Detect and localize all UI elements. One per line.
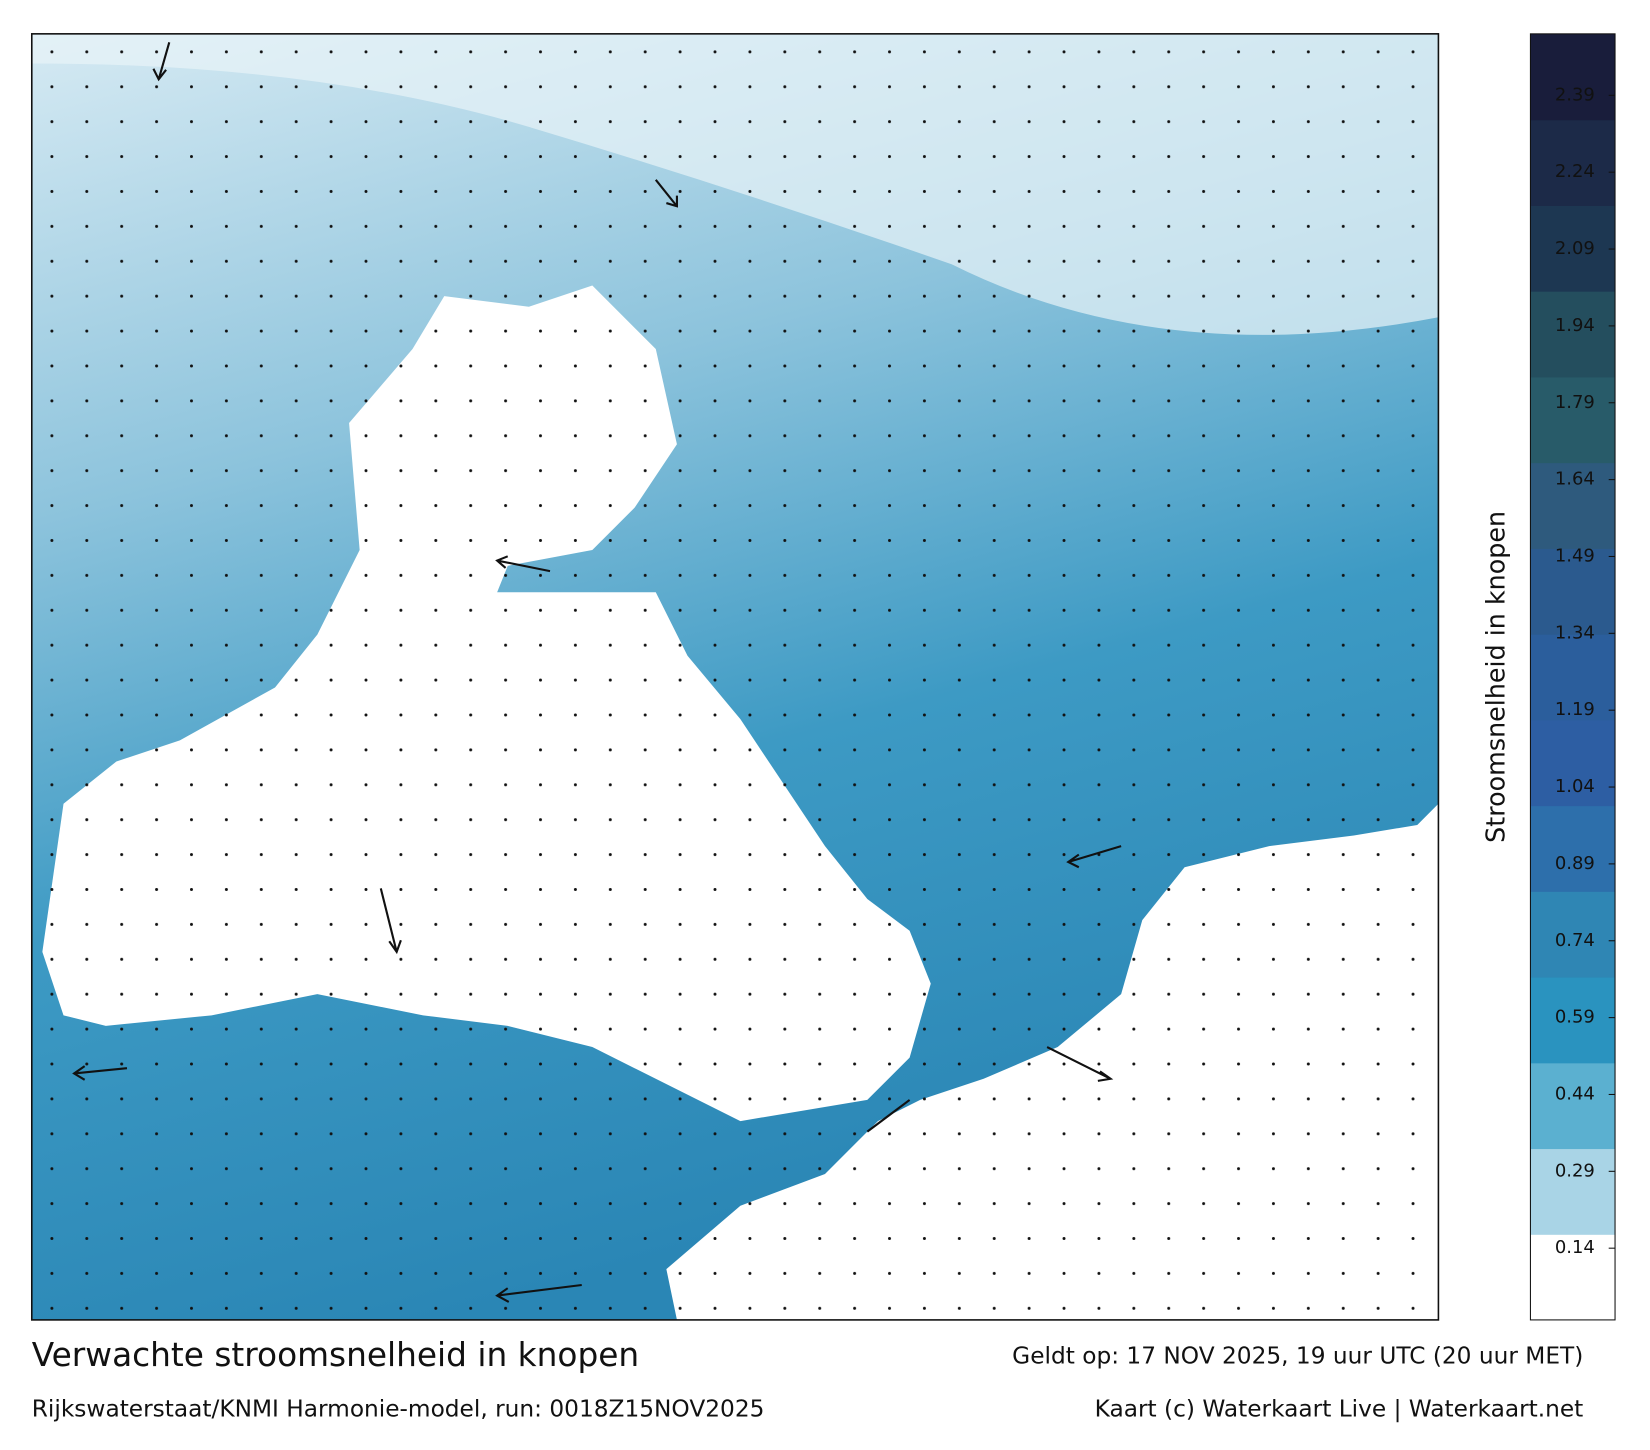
colorbar-frame	[1529, 33, 1616, 1321]
colorbar-band	[1530, 119, 1616, 206]
map-frame	[30, 33, 1440, 1321]
colorbar-tick-label: 2.39	[1555, 84, 1595, 105]
footer-title: Verwachte stroomsnelheid in knopen	[32, 1336, 639, 1374]
colorbar-tick-label: 1.19	[1555, 699, 1595, 720]
colorbar-band	[1530, 291, 1616, 378]
colorbar-band	[1530, 462, 1616, 549]
colorbar-tick-label: 2.09	[1555, 238, 1595, 259]
colorbar-label: Stroomsnelheid in knopen	[1481, 511, 1511, 843]
colorbar-band	[1530, 1062, 1616, 1150]
colorbar-band	[1530, 33, 1616, 121]
colorbar-tick-label: 1.49	[1555, 545, 1595, 566]
footer-valid: Geldt op: 17 NOV 2025, 19 uur UTC (20 uu…	[1012, 1342, 1583, 1369]
colorbar-band	[1530, 891, 1616, 978]
colorbar-band	[1530, 719, 1616, 807]
colorbar-band	[1530, 805, 1616, 892]
current-arrows	[72, 42, 1122, 1303]
colorbar-tick-label: 0.29	[1555, 1160, 1595, 1181]
colorbar-tick-label: 0.44	[1555, 1083, 1595, 1104]
colorbar-band	[1530, 1234, 1616, 1321]
colorbar-tick-label: 1.04	[1555, 776, 1595, 797]
colorbar-tick-label: 0.74	[1555, 930, 1595, 951]
colorbar-band	[1530, 376, 1616, 464]
colorbar-band	[1530, 548, 1616, 635]
grid-dots	[31, 33, 1439, 1320]
colorbar-tick-label: 0.59	[1555, 1007, 1595, 1028]
colorbar-tick-label: 2.24	[1555, 161, 1595, 182]
footer-credit: Kaart (c) Waterkaart Live | Waterkaart.n…	[1095, 1395, 1584, 1422]
colorbar-band	[1530, 634, 1616, 721]
colorbar-tick-label: 1.34	[1555, 622, 1595, 643]
colorbar-band	[1530, 976, 1616, 1064]
footer-subtitle: Rijkswaterstaat/KNMI Harmonie-model, run…	[32, 1395, 765, 1422]
colorbar-band	[1530, 205, 1616, 292]
colorbar-tick-label: 0.14	[1555, 1237, 1595, 1258]
colorbar-tick-label: 1.79	[1555, 392, 1595, 413]
colorbar-tick-label: 1.94	[1555, 315, 1595, 336]
colorbar: 0.14 0.29 0.44 0.59 0.74 0.89 1.04 1.19 1.34 1.49…	[1529, 33, 1616, 1321]
colorbar-band	[1530, 1148, 1616, 1235]
colorbar-tick-label: 1.64	[1555, 469, 1595, 490]
map	[31, 33, 1439, 1320]
colorbar-tick-label: 0.89	[1555, 853, 1595, 874]
